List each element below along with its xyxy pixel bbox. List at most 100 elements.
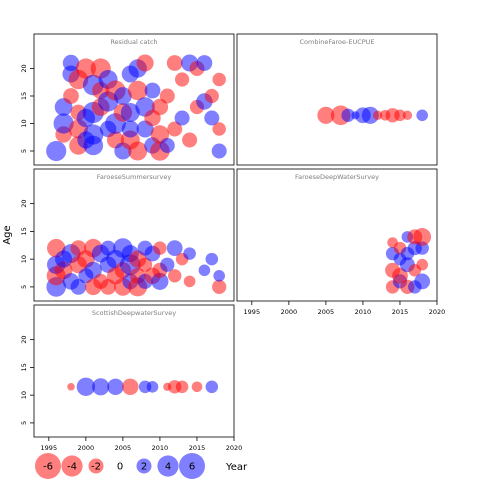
bubble <box>317 106 335 124</box>
bubble <box>341 108 355 123</box>
bubble <box>212 279 227 295</box>
legend-bubble <box>157 455 179 477</box>
y-tick-label: 20 <box>20 200 28 208</box>
y-tick-label: 15 <box>20 363 28 371</box>
bubble <box>198 264 211 277</box>
y-tick-label: 5 <box>20 285 28 289</box>
bubble <box>144 82 161 99</box>
bubble <box>167 269 182 283</box>
bubble <box>76 377 96 396</box>
bubble <box>137 257 153 272</box>
legend-bubble <box>35 453 61 479</box>
bubble <box>191 381 203 393</box>
bubble <box>83 124 104 145</box>
bubble <box>402 110 413 121</box>
panel-title: ScottishDeepwaterSurvey <box>92 309 176 317</box>
panel-frame <box>33 304 235 438</box>
y-tick-label: 10 <box>20 119 28 127</box>
legend-bubble <box>61 455 83 477</box>
y-tick-label: 10 <box>20 255 28 263</box>
x-axis-title: Year <box>225 462 248 473</box>
bubble <box>107 378 124 396</box>
panel-0: Residual catch 5 10 15 20 <box>20 33 235 166</box>
bubble <box>151 272 169 290</box>
legend-label: -4 <box>67 462 77 473</box>
y-tick-label: 20 <box>20 64 28 72</box>
bubble <box>114 87 132 105</box>
bubble <box>62 54 80 72</box>
legend-bubble <box>136 458 152 474</box>
legend-label: 6 <box>189 462 195 473</box>
bubble <box>183 247 196 260</box>
bubble <box>75 58 96 79</box>
panel-frame <box>33 168 235 302</box>
bubble <box>146 380 159 393</box>
bubble <box>213 269 226 282</box>
x-tick-label: 1995 <box>244 308 261 316</box>
panel-frame <box>236 33 438 166</box>
panel-title: CombineFaroe-EUCPUE <box>299 38 374 46</box>
x-tick-label: 2010 <box>152 444 169 452</box>
bubble <box>204 88 219 104</box>
y-tick-label: 5 <box>20 149 28 153</box>
panel-2: FaroeseSummersurvey 5 10 15 20 <box>20 168 235 302</box>
bubble <box>175 380 189 394</box>
bubble <box>212 122 226 136</box>
bubble <box>46 140 67 162</box>
panel-frame <box>236 168 438 302</box>
bubble <box>183 275 196 288</box>
panel-1: CombineFaroe-EUCPUE <box>236 33 438 166</box>
bubble <box>122 378 139 396</box>
x-tick-label: 2015 <box>189 444 206 452</box>
y-tick-label: 20 <box>20 336 28 344</box>
bubble <box>166 240 183 256</box>
bubble <box>159 88 175 104</box>
bubble <box>53 113 74 134</box>
legend-label: 0 <box>117 462 123 473</box>
bubble <box>196 55 213 71</box>
bubble <box>392 267 408 284</box>
x-tick-label: 2020 <box>429 308 446 316</box>
bubble <box>174 72 190 87</box>
x-tick-label: 2015 <box>392 308 409 316</box>
bubble <box>416 109 429 122</box>
bubble <box>92 378 110 396</box>
bubble <box>160 257 175 272</box>
x-tick-label: 1995 <box>41 444 58 452</box>
y-tick-label: 15 <box>20 92 28 100</box>
x-tick-label: 2000 <box>281 308 298 316</box>
bubble <box>127 80 148 101</box>
bubble <box>166 55 183 71</box>
legend-label: 2 <box>141 462 147 473</box>
x-tick-label: 2005 <box>115 444 132 452</box>
panel-title: Residual catch <box>110 38 157 46</box>
panel-title: FaroeseDeepWaterSurvey <box>295 173 379 181</box>
y-tick-label: 15 <box>20 227 28 235</box>
legend-bubble <box>88 458 104 474</box>
bubble <box>70 279 87 295</box>
bubble <box>174 110 190 126</box>
legend-label: -2 <box>91 462 101 473</box>
legend-label: 4 <box>165 462 171 473</box>
bubble <box>205 252 219 266</box>
panel-4: ScottishDeepwaterSurvey 5 10 15 20 1995 2000 20… <box>20 304 242 452</box>
bubble <box>120 103 140 122</box>
bubble <box>361 106 379 124</box>
x-tick-label: 2005 <box>318 308 335 316</box>
x-tick-label: 2000 <box>78 444 95 452</box>
bubble <box>159 137 175 154</box>
legend-label: -6 <box>43 462 53 473</box>
bubble <box>128 141 148 161</box>
y-tick-label: 5 <box>20 421 28 425</box>
legend-bubble <box>179 453 205 479</box>
panel-frame <box>33 33 235 166</box>
bubble <box>204 110 220 126</box>
bubble <box>205 380 219 394</box>
bubble <box>182 132 198 148</box>
bubble <box>121 120 139 138</box>
bubble <box>167 121 183 137</box>
y-axis-title: Age <box>2 225 13 244</box>
bubble <box>67 383 75 391</box>
bubble <box>212 72 226 87</box>
